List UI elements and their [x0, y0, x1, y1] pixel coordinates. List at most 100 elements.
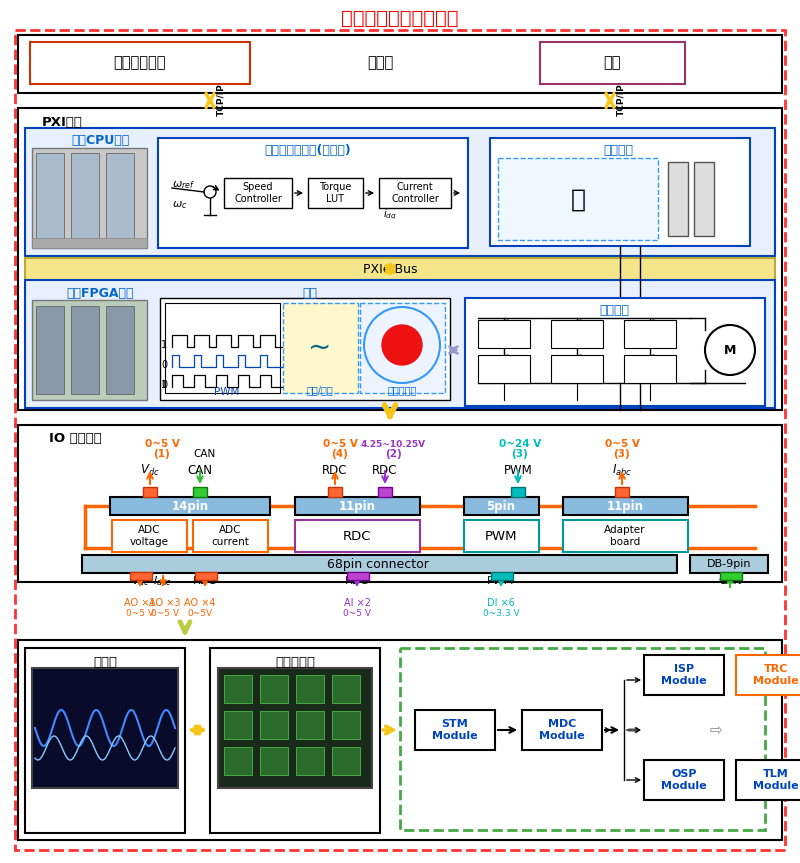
Bar [218, 668, 372, 788]
Text: TCP/IP: TCP/IP [216, 84, 225, 117]
Bar [511, 487, 525, 497]
Text: 0~5 V: 0~5 V [322, 439, 358, 449]
Bar [296, 711, 324, 739]
Text: M: M [724, 343, 736, 356]
Text: $\omega_c$: $\omega_c$ [172, 199, 187, 211]
Bar [283, 303, 358, 393]
Bar [522, 710, 602, 750]
Text: PXI机箱: PXI机箱 [42, 116, 82, 129]
Text: ADC
voltage: ADC voltage [130, 526, 169, 547]
Bar [25, 258, 775, 280]
Bar [18, 108, 782, 410]
Text: RDC: RDC [345, 576, 369, 586]
Text: $i_{dq}$: $i_{dq}$ [383, 208, 397, 222]
Bar [71, 306, 99, 394]
Text: PXIe Bus: PXIe Bus [362, 262, 418, 275]
Bar [160, 298, 450, 400]
Text: 旋转变压器: 旋转变压器 [387, 385, 417, 395]
Bar [736, 655, 800, 695]
Text: MDC
Module: MDC Module [539, 719, 585, 740]
Bar [296, 747, 324, 775]
Text: CAN: CAN [718, 576, 742, 586]
Bar [165, 303, 280, 393]
Bar [36, 153, 64, 243]
Bar [25, 128, 775, 256]
Bar [193, 487, 207, 497]
Bar [498, 158, 658, 240]
Bar [71, 153, 99, 243]
Text: 示波器: 示波器 [93, 656, 117, 669]
Text: CAN: CAN [194, 449, 216, 459]
Bar [668, 162, 688, 236]
Text: PWM: PWM [487, 576, 514, 586]
Bar [260, 711, 288, 739]
Text: ~: ~ [308, 334, 332, 362]
Text: 嵌入FPGA模块: 嵌入FPGA模块 [66, 287, 134, 299]
Bar [224, 711, 252, 739]
Text: TLM
Module: TLM Module [753, 769, 799, 791]
Bar [195, 572, 217, 580]
Bar [615, 487, 629, 497]
Text: $I_{abc}$: $I_{abc}$ [154, 574, 173, 588]
Circle shape [382, 325, 422, 365]
Bar [18, 35, 782, 93]
Bar [210, 648, 380, 833]
Bar [624, 355, 676, 383]
Bar [143, 487, 157, 497]
Bar [551, 320, 603, 348]
Text: 机械模型: 机械模型 [603, 144, 633, 158]
Bar [464, 497, 539, 515]
Text: TCP/IP: TCP/IP [616, 84, 625, 117]
Bar [18, 640, 782, 840]
Text: 5pin: 5pin [486, 500, 515, 513]
Text: RDC: RDC [342, 530, 371, 543]
Text: AI ×2: AI ×2 [343, 598, 370, 608]
Text: 11pin: 11pin [338, 500, 375, 513]
Bar [224, 178, 292, 208]
Text: $I_{abc}$: $I_{abc}$ [612, 463, 632, 477]
Text: DI ×6: DI ×6 [487, 598, 515, 608]
Text: 0~5 V: 0~5 V [126, 608, 154, 618]
Bar [296, 675, 324, 703]
Bar [400, 648, 765, 830]
Bar [360, 303, 445, 393]
Text: Adapter
board: Adapter board [604, 526, 646, 547]
Bar [332, 711, 360, 739]
Text: ISP
Module: ISP Module [661, 665, 707, 686]
Bar [624, 320, 676, 348]
Text: IO 转接电路: IO 转接电路 [49, 432, 102, 444]
Text: TRC
Module: TRC Module [753, 665, 799, 686]
Text: ⇨: ⇨ [710, 722, 722, 738]
Text: PWM: PWM [504, 463, 532, 476]
Text: $\omega_{ref}$: $\omega_{ref}$ [172, 180, 195, 191]
Text: 0~5 V: 0~5 V [605, 439, 639, 449]
Bar [551, 355, 603, 383]
Bar [379, 178, 451, 208]
Bar [295, 520, 420, 552]
Bar [82, 555, 677, 573]
Text: (1): (1) [154, 449, 170, 459]
Bar [478, 320, 530, 348]
Bar [644, 655, 724, 695]
Bar [490, 138, 750, 246]
Bar [18, 425, 782, 582]
Bar [106, 306, 134, 394]
Bar [720, 572, 742, 580]
Text: ⇨: ⇨ [628, 722, 640, 738]
Bar [328, 487, 342, 497]
Text: STM
Module: STM Module [432, 719, 478, 740]
Text: PWM: PWM [214, 387, 240, 397]
Text: 0: 0 [161, 360, 167, 370]
Text: 编程: 编程 [603, 55, 621, 71]
Text: 1: 1 [161, 340, 167, 350]
Bar [690, 555, 768, 573]
Text: 0~5 V: 0~5 V [343, 608, 371, 618]
Bar [32, 238, 147, 248]
Text: CAN: CAN [187, 463, 213, 476]
Text: 0~24 V: 0~24 V [499, 439, 541, 449]
Bar [110, 497, 270, 515]
Bar [694, 162, 714, 236]
Bar [25, 280, 775, 408]
Bar [260, 747, 288, 775]
Bar [491, 572, 513, 580]
